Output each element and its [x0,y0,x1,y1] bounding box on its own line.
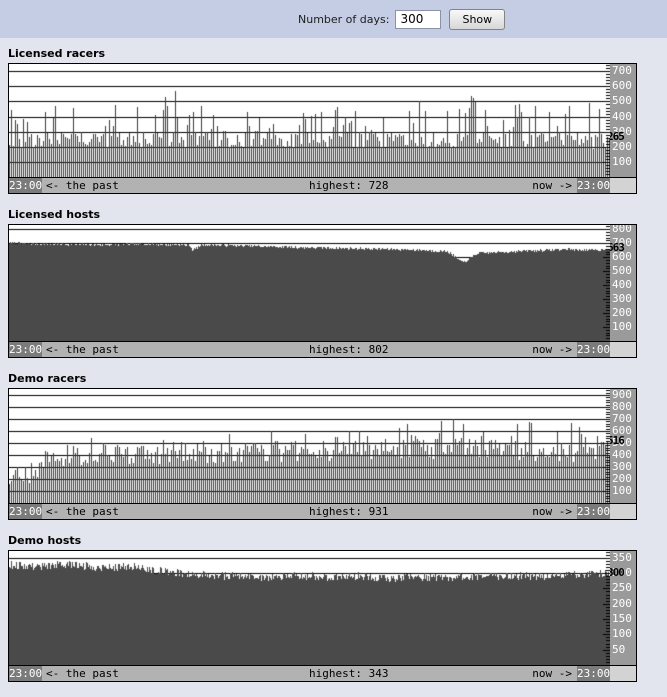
y-tick-label: 100 [612,627,632,640]
highest-label: highest: 728 [309,179,389,192]
y-tick-label: 800 [612,400,632,413]
y-tick-label: 500 [612,436,632,449]
highest-label: highest: 931 [309,505,389,518]
axis-footer-cell [610,178,636,193]
past-label: <- the past [46,667,119,680]
y-tick-label: 900 [612,389,632,401]
time-label-left: 23:00 [9,178,43,193]
y-tick-label: 350 [612,551,632,564]
y-tick-label: 500 [612,264,632,277]
days-label: Number of days: [298,12,390,26]
chart-title: Demo racers [8,372,87,385]
now-label: now -> [532,343,572,356]
time-label-right: 23:00 [577,504,611,519]
y-tick-label: 300 [612,460,632,473]
y-axis-panel: 35030025020015010050300 [610,551,636,665]
y-tick-label: 200 [612,306,632,319]
y-tick-label: 300 [612,292,632,305]
time-label-right: 23:00 [577,666,611,681]
chart-canvas [9,64,610,177]
chart-plot-box: 35030025020015010050300 [8,550,637,666]
chart-licensed-racers: Licensed racers 700 600 500 400 300 200 100 265… [8,47,637,194]
chart-canvas [9,225,610,341]
y-tick-label: 700 [612,412,632,425]
time-label-left: 23:00 [9,342,43,357]
y-tick-label: 700 [612,64,632,77]
chart-footer: 23:00 <- the past highest: 802 now -> 23… [8,342,637,358]
y-tick-label: 50 [612,643,626,656]
chart-demo-hosts: Demo hosts 35030025020015010050300 23:00… [8,534,637,682]
y-tick-label: 800 [612,225,632,235]
y-tick-label: 700 [612,236,632,249]
y-tick-label: 300 [612,125,632,138]
chart-canvas [9,551,610,665]
highest-label: highest: 343 [309,667,389,680]
y-tick-label: 400 [612,448,632,461]
y-tick-label: 100 [612,155,632,168]
y-tick-label: 300 [612,566,632,579]
y-tick-label: 600 [612,250,632,263]
y-tick-label: 150 [612,612,632,625]
chart-title: Demo hosts [8,534,82,547]
y-tick-label: 400 [612,278,632,291]
chart-footer: 23:00 <- the past highest: 931 now -> 23… [8,504,637,520]
past-label: <- the past [46,343,119,356]
now-label: now -> [532,667,572,680]
show-button[interactable]: Show [449,8,506,30]
current-value-label: 516 [610,434,625,447]
current-value-label: 300 [610,566,625,579]
now-label: now -> [532,179,572,192]
time-label-left: 23:00 [9,666,43,681]
chart-title: Licensed hosts [8,208,101,221]
current-value-label: 663 [610,241,625,254]
axis-footer-cell [610,504,636,519]
chart-footer: 23:00 <- the past highest: 728 now -> 23… [8,178,637,194]
y-tick-label: 250 [612,581,632,594]
time-label-right: 23:00 [577,342,611,357]
axis-footer-cell [610,342,636,357]
now-label: now -> [532,505,572,518]
y-tick-label: 400 [612,110,632,123]
y-tick-label: 200 [612,472,632,485]
y-tick-label: 100 [612,484,632,497]
y-tick-label: 200 [612,597,632,610]
y-tick-label: 100 [612,320,632,333]
time-label-left: 23:00 [9,504,43,519]
y-tick-label: 600 [612,424,632,437]
current-value-label: 265 [610,130,625,143]
chart-canvas [9,389,610,503]
y-tick-label: 600 [612,79,632,92]
highest-label: highest: 802 [309,343,389,356]
past-label: <- the past [46,179,119,192]
y-tick-label: 200 [612,140,632,153]
top-form-bar: Number of days: Show [0,0,667,38]
chart-title: Licensed racers [8,47,106,60]
chart-footer: 23:00 <- the past highest: 343 now -> 23… [8,666,637,682]
charts-area: Licensed racers 700600500400300200100265… [0,38,667,682]
time-label-right: 23:00 [577,178,611,193]
axis-footer-cell [610,666,636,681]
chart-licensed-hosts: Licensed hosts 800 700 600 500 400 300 200 100 6… [8,208,637,358]
chart-plot-box: 700 600 500 400 300 200 100 265 [8,63,637,178]
days-input[interactable] [395,9,442,29]
past-label: <- the past [46,505,119,518]
y-axis-panel: 700 600 500 400 300 200 100 265 [610,64,636,177]
y-tick-label: 500 [612,94,632,107]
